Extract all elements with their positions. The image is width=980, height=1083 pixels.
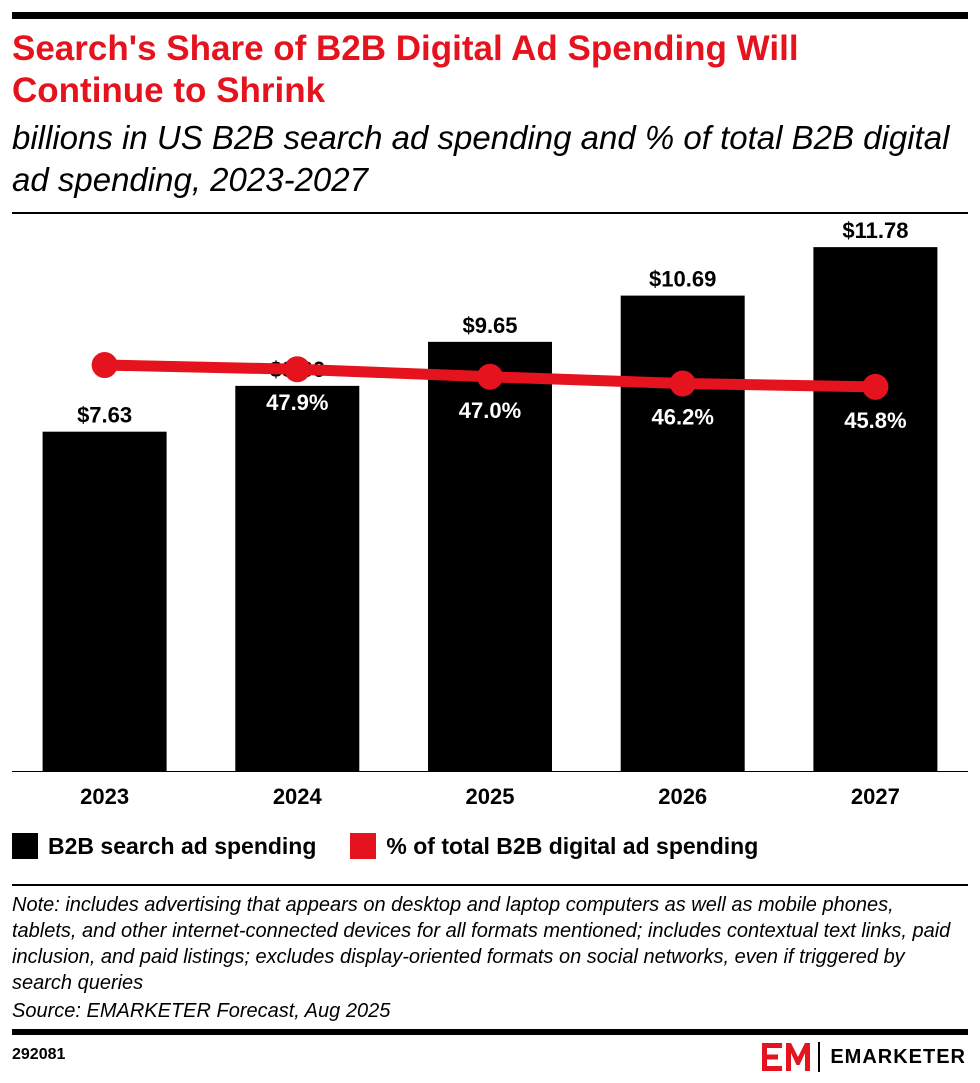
note-rule	[12, 884, 968, 886]
x-tick-label: 2023	[80, 784, 129, 809]
bar-2025	[428, 341, 552, 771]
share-point-2025	[477, 363, 503, 390]
share-value-label: 48.4%	[73, 386, 135, 411]
title-rule	[12, 212, 968, 214]
x-tick-label: 2027	[851, 784, 900, 809]
combo-chart: $7.63$8.66$9.65$10.69$11.78 48.4%47.9%47…	[12, 218, 968, 809]
share-point-2027	[862, 373, 889, 400]
bar-value-label: $11.78	[842, 218, 908, 243]
legend-item-spending: B2B search ad spending	[12, 833, 316, 860]
legend-label-share: % of total B2B digital ad spending	[386, 832, 759, 859]
share-point-2023	[91, 352, 118, 379]
top-rule	[12, 12, 968, 19]
line-layer: 48.4% 47.9% 47.0% 46.2% 45.8%	[73, 352, 907, 433]
legend-item-share: % of total B2B digital ad spending	[350, 833, 758, 860]
share-point-2026	[669, 370, 696, 397]
share-point-2024	[284, 356, 311, 383]
legend-swatch-black	[12, 833, 38, 859]
share-value-label: 47.0%	[459, 398, 521, 423]
brand: EMARKETER	[762, 1041, 966, 1073]
chart-id: 292081	[12, 1046, 66, 1063]
chart-subtitle: billions in US B2B search ad spending an…	[12, 119, 950, 198]
x-tick-label: 2024	[273, 784, 323, 809]
bar-value-label: $9.65	[462, 313, 517, 338]
bars-layer: $7.63$8.66$9.65$10.69$11.78	[42, 218, 938, 772]
bar-value-label: $10.69	[649, 267, 716, 292]
x-tick-label: 2025	[466, 784, 515, 809]
bar-2023	[42, 431, 167, 771]
chart-title: Search's Share of B2B Digital Ad Spendin…	[12, 29, 799, 110]
legend-label-spending: B2B search ad spending	[48, 832, 317, 859]
bar-2024	[235, 385, 360, 771]
share-value-label: 46.2%	[652, 405, 714, 430]
emarketer-logo-icon	[762, 1043, 811, 1071]
footnote: Note: includes advertising that appears …	[12, 894, 951, 994]
x-tick-label: 2026	[658, 784, 707, 809]
share-value-label: 47.9%	[266, 390, 328, 415]
bar-2027	[813, 247, 938, 772]
source-line: Source: EMARKETER Forecast, Aug 2025	[12, 1000, 391, 1022]
brand-separator	[818, 1042, 821, 1072]
legend: B2B search ad spending % of total B2B di…	[12, 828, 792, 864]
bottom-rule	[12, 1029, 968, 1035]
x-axis: 2023 2024 2025 2026 2027	[12, 771, 968, 809]
brand-name: EMARKETER	[830, 1045, 966, 1068]
legend-swatch-red	[350, 833, 377, 859]
share-value-label: 45.8%	[844, 408, 906, 433]
bar-2026	[620, 295, 745, 771]
bar-value-label: $7.63	[77, 403, 132, 428]
